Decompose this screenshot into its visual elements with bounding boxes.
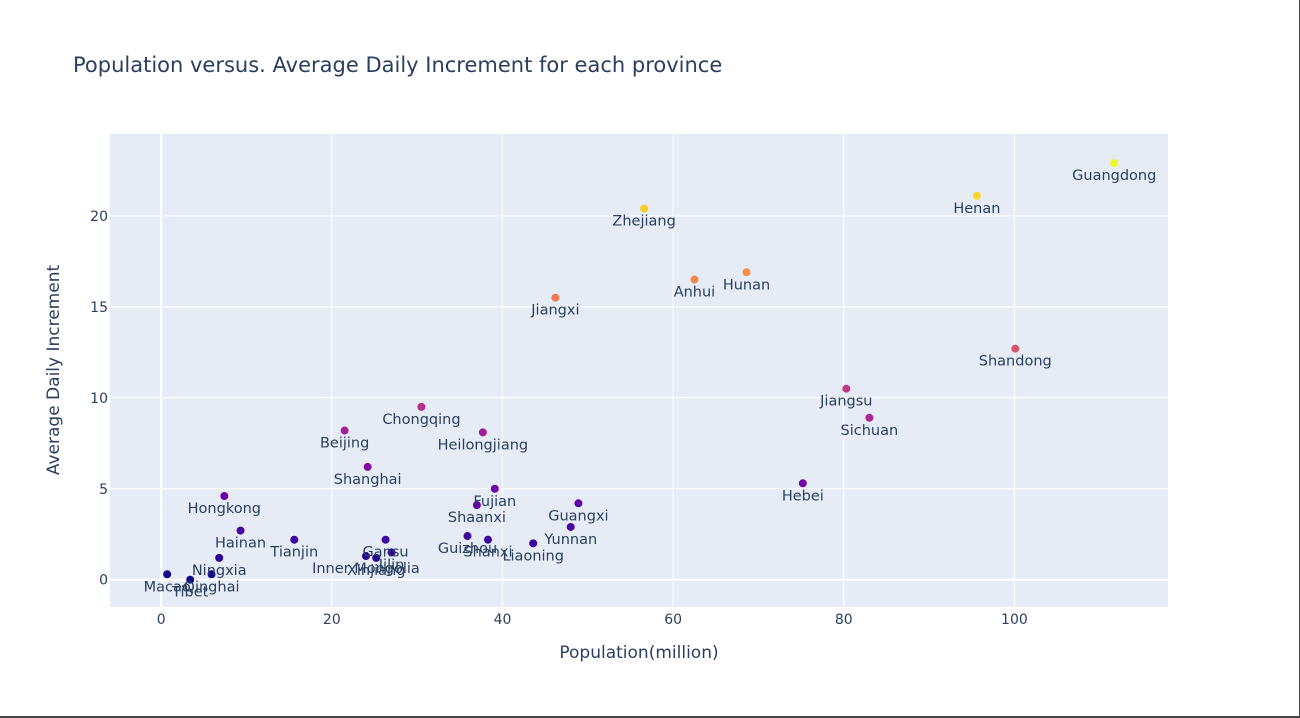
data-point-label: Ningxia: [192, 563, 247, 579]
data-point-label: Hunan: [723, 277, 770, 293]
data-point: [290, 535, 299, 544]
data-point: [340, 426, 349, 435]
x-tick-label: 20: [323, 612, 341, 628]
data-point-label: Gansu: [363, 545, 409, 561]
data-point: [478, 428, 487, 437]
data-point: [529, 539, 538, 548]
data-point: [363, 462, 372, 471]
x-tick-label: 100: [1001, 612, 1028, 628]
data-point: [361, 552, 370, 561]
data-point: [215, 553, 224, 562]
data-point: [551, 293, 560, 302]
data-point-label: Liaoning: [502, 548, 563, 564]
data-point: [690, 275, 699, 284]
data-point-label: Guangdong: [1072, 168, 1156, 184]
data-point-label: Guangxi: [548, 508, 608, 524]
data-point: [842, 384, 851, 393]
data-point-label: Fujian: [473, 494, 516, 510]
data-point-label: Macao: [144, 579, 191, 595]
data-point: [742, 268, 751, 277]
data-point: [387, 548, 396, 557]
data-point-label: Shandong: [979, 354, 1052, 370]
data-point: [207, 570, 216, 579]
data-point-label: Guizhou: [438, 541, 497, 557]
data-point-label: Tianjin: [269, 545, 318, 561]
y-tick-label: 20: [90, 209, 108, 225]
data-point-label: Jiangsu: [819, 394, 872, 410]
data-point-label: Hebei: [782, 488, 824, 504]
data-point-label: Beijing: [320, 436, 369, 452]
data-point-label: Inner Mongolia: [312, 561, 420, 577]
data-point: [236, 526, 245, 535]
window-edge-bottom: [0, 716, 1300, 718]
data-point-label: Qinghai: [184, 579, 240, 595]
x-tick-label: 40: [494, 612, 512, 628]
data-point: [381, 535, 390, 544]
y-tick-label: 0: [99, 573, 108, 589]
data-point: [574, 499, 583, 508]
data-point: [163, 570, 172, 579]
data-point-label: Heilongjiang: [438, 437, 528, 453]
data-point-label: Xinjiang: [347, 563, 406, 579]
data-point-label: Sichuan: [841, 423, 899, 439]
x-axis-title: Population(million): [559, 643, 718, 663]
data-points: [163, 159, 1119, 584]
data-point: [372, 553, 381, 562]
data-point-label: Chongqing: [382, 412, 460, 428]
y-axis-title: Average Daily Increment: [44, 265, 64, 476]
data-point: [566, 522, 575, 531]
data-point: [463, 532, 472, 541]
chart-title: Population versus. Average Daily Increme…: [73, 53, 722, 77]
data-point: [220, 492, 229, 501]
data-labels: Guangdong Henan Zhejiang Hunan Anhui Jiangxi S…: [144, 168, 1157, 601]
data-point: [640, 204, 649, 213]
data-point-label: Jiangxi: [530, 303, 579, 319]
data-point-label: Shanxi: [463, 545, 512, 561]
y-tick-label: 10: [90, 391, 108, 407]
data-point-label: Henan: [953, 201, 1000, 217]
grid-lines: [110, 134, 1168, 607]
data-point: [1011, 344, 1020, 353]
data-point-label: Hongkong: [188, 501, 261, 517]
data-point-label: Tibet: [171, 585, 209, 601]
data-point: [490, 484, 499, 493]
x-tick-label: 0: [157, 612, 166, 628]
data-point: [417, 402, 426, 411]
data-point: [972, 191, 981, 200]
data-point: [472, 501, 481, 510]
data-point-label: Jilin: [378, 557, 405, 573]
y-tick-label: 5: [99, 482, 108, 498]
data-point-label: Hainan: [215, 536, 266, 552]
data-point: [865, 413, 874, 422]
x-tick-label: 60: [664, 612, 682, 628]
axis-ticks: 0 20 40 60 80 100 0 5 10 15 20: [90, 209, 1028, 628]
data-point: [483, 535, 492, 544]
data-point: [1110, 159, 1119, 168]
plot-area-background: [110, 134, 1168, 607]
data-point: [798, 479, 807, 488]
y-tick-label: 15: [90, 300, 108, 316]
data-point-label: Anhui: [674, 285, 716, 301]
data-point: [186, 575, 195, 584]
data-point-label: Shaanxi: [448, 510, 506, 526]
data-point-label: Zhejiang: [612, 214, 675, 230]
data-point-label: Yunnan: [543, 532, 597, 548]
x-tick-label: 80: [835, 612, 853, 628]
data-point-label: Shanghai: [334, 472, 402, 488]
